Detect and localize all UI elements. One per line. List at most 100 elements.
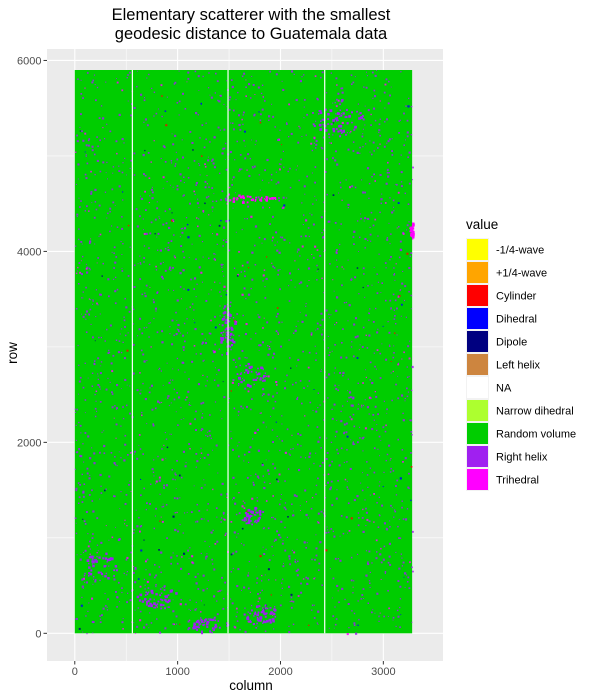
scatterer-pixel [197, 114, 199, 116]
scatterer-pixel [319, 404, 321, 406]
scatterer-pixel [223, 275, 225, 277]
scatterer-cluster-pixel [113, 575, 115, 577]
scatterer-cluster-pixel [139, 593, 143, 597]
scatterer-pixel [157, 455, 159, 458]
scatterer-cluster-pixel [146, 593, 149, 595]
scatterer-pixel [225, 241, 228, 243]
scatterer-pixel [243, 72, 246, 75]
scatterer-pixel [98, 235, 100, 237]
scatterer-pixel [179, 236, 181, 238]
scatterer-pixel [256, 497, 258, 499]
scatterer-pixel [228, 108, 231, 111]
scatterer-pixel [239, 364, 241, 367]
scatterer-pixel [404, 400, 406, 402]
scatterer-pixel [317, 521, 320, 524]
scatterer-pixel [379, 118, 381, 120]
scatterer-pixel [139, 585, 142, 588]
scatterer-pixel [334, 344, 336, 346]
scatterer-cluster-pixel [260, 366, 263, 370]
scatterer-pixel [81, 578, 84, 581]
scatterer-pixel [100, 541, 103, 544]
scatterer-pixel [145, 508, 147, 511]
scatterer-pixel [392, 619, 394, 621]
scatterer-pixel [139, 278, 142, 280]
scatterer-pixel [265, 277, 268, 280]
scatterer-pixel [133, 622, 135, 624]
scatterer-pixel [336, 419, 338, 421]
scatterer-pixel [250, 97, 252, 99]
scatterer-cluster-pixel [250, 370, 253, 373]
scatterer-pixel [248, 560, 250, 563]
scatterer-pixel [142, 218, 144, 220]
scatterer-cluster-pixel [341, 99, 344, 102]
scatterer-cluster-pixel [198, 619, 200, 621]
scatterer-pixel [393, 352, 395, 354]
scatterer-pixel [112, 166, 115, 168]
scatterer-pixel [176, 357, 179, 360]
scatterer-pixel [398, 256, 401, 259]
scatterer-pixel [369, 571, 371, 573]
scatterer-cluster-pixel [246, 371, 250, 374]
scatterer-pixel [85, 144, 88, 147]
scatterer-pixel [122, 162, 124, 164]
scatterer-pixel [399, 598, 402, 600]
scatterer-cluster-pixel [108, 565, 110, 567]
scatterer-pixel [310, 507, 313, 510]
scatterer-pixel [350, 404, 353, 407]
scatterer-pixel [228, 326, 230, 328]
scatterer-pixel [93, 363, 96, 366]
scatterer-pixel [195, 184, 197, 186]
scatterer-pixel [395, 383, 397, 386]
scatterer-pixel [388, 542, 391, 545]
scatterer-pixel [214, 367, 216, 369]
y-tick-label: 0 [35, 628, 41, 640]
scatterer-pixel [364, 105, 366, 107]
scatterer-pixel [228, 397, 230, 400]
scatterer-pixel [253, 383, 255, 386]
scatterer-pixel [269, 207, 271, 209]
scatterer-pixel [402, 412, 404, 415]
scatterer-pixel [170, 562, 172, 565]
scatterer-pixel [259, 121, 262, 124]
scatterer-pixel [182, 92, 184, 95]
scatterer-pixel [170, 160, 173, 162]
scatterer-pixel [401, 500, 403, 502]
scatterer-pixel [383, 615, 385, 618]
scatterer-pixel [166, 181, 168, 183]
scatterer-cluster-pixel [225, 318, 228, 322]
scatterer-pixel [99, 139, 101, 142]
scatterer-pixel [251, 398, 253, 400]
scatterer-pixel [230, 437, 233, 440]
scatterer-pixel [372, 414, 375, 416]
scatterer-pixel [201, 341, 204, 344]
scatterer-pixel [162, 187, 164, 189]
scatterer-pixel [237, 533, 239, 535]
scatterer-pixel [353, 128, 356, 131]
scatterer-cluster-pixel [336, 98, 338, 101]
scatterer-cluster-pixel [160, 598, 162, 601]
scatterer-pixel [266, 321, 269, 324]
scatterer-pixel [317, 477, 319, 480]
scatterer-pixel [97, 384, 100, 386]
scatterer-cluster-pixel [219, 323, 221, 326]
scatterer-cluster-pixel [245, 368, 248, 372]
scatterer-pixel [95, 390, 98, 392]
scatterer-pixel [243, 460, 245, 462]
scatterer-pixel [101, 275, 103, 277]
scatterer-pixel [75, 424, 77, 426]
scatterer-pixel [155, 112, 158, 115]
scatterer-pixel [126, 574, 128, 576]
scatterer-pixel [374, 180, 376, 182]
scatterer-cluster-pixel [266, 607, 269, 610]
scatterer-pixel [388, 444, 391, 447]
scatterer-pixel [379, 134, 381, 137]
scatterer-pixel [367, 109, 370, 112]
scatterer-pixel [389, 299, 392, 302]
scatterer-pixel [407, 486, 410, 489]
scatterer-pixel [144, 149, 146, 152]
scatterer-pixel [247, 572, 249, 574]
scatterer-pixel [176, 328, 178, 330]
scatterer-pixel [193, 288, 195, 290]
scatterer-pixel [184, 340, 186, 343]
scatterer-pixel [143, 245, 146, 247]
